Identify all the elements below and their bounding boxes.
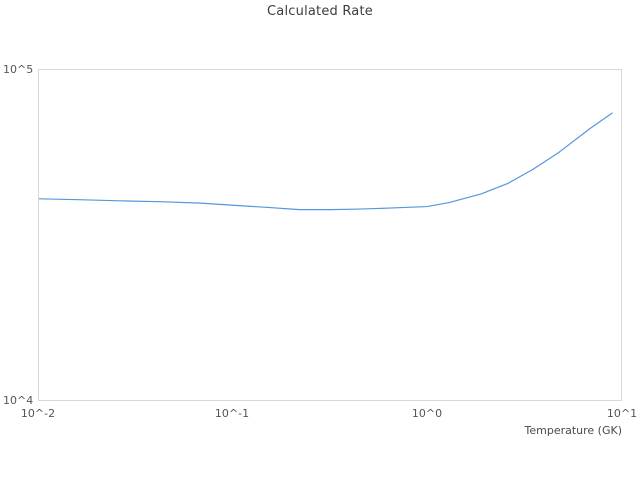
x-tick-label-1e-2: 10^-2: [20, 407, 56, 420]
x-tick-label-1e1: 10^1: [606, 407, 638, 420]
rate-line: [39, 112, 613, 211]
x-tick-label-1e0: 10^0: [411, 407, 443, 420]
y-tick-label-1e5: 10^5: [3, 63, 34, 76]
x-tick-label-1e-1: 10^-1: [214, 407, 250, 420]
plot-area: [38, 69, 622, 401]
chart-title: Calculated Rate: [267, 4, 373, 19]
y-tick-label-1e4: 10^4: [3, 394, 34, 407]
rate-line-plot: [39, 112, 613, 211]
x-axis-title: Temperature (GK): [524, 424, 623, 437]
